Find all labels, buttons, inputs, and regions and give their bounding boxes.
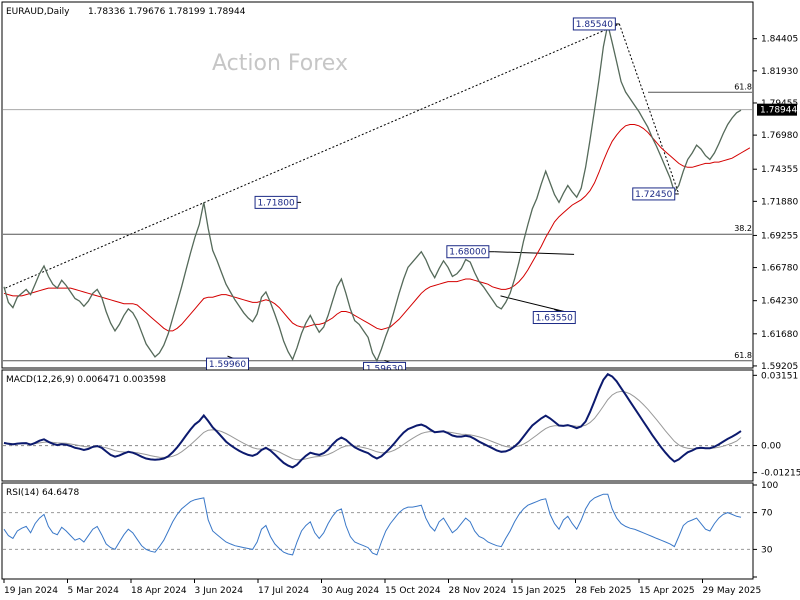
rsi-tick-label: 30	[761, 545, 773, 555]
x-tick-label: 28 Feb 2025	[576, 586, 632, 596]
dotted-trendline	[5, 23, 620, 289]
x-tick-label: 19 Jan 2024	[4, 586, 58, 596]
rsi-tick-label: 100	[761, 481, 778, 491]
x-tick-label: 18 Apr 2024	[131, 586, 187, 596]
x-tick-label: 5 Mar 2024	[68, 586, 120, 596]
x-tick-label: 30 Aug 2024	[322, 586, 380, 596]
symbol-label: EURAUD,Daily	[6, 7, 70, 17]
price-tick-label: 1.76980	[761, 131, 798, 141]
macd-tick-label: -0.01215	[761, 469, 800, 479]
annotation-label: 1.59630	[366, 364, 403, 374]
price-tick-label: 1.71880	[761, 197, 798, 207]
price-tick-label: 1.74355	[761, 165, 798, 175]
price-line	[3, 24, 742, 363]
moving-average-line	[3, 124, 751, 332]
annotation-box	[254, 195, 298, 209]
macd-panel	[1, 369, 754, 482]
macd-tick-label: 0.00	[761, 442, 781, 452]
x-axis: 19 Jan 2024 5 Mar 2024 18 Apr 2024 3 Jun 20…	[3, 579, 762, 596]
channel-line	[494, 251, 575, 255]
price-tick-label: 1.69255	[761, 231, 798, 241]
rsi-panel	[1, 482, 754, 580]
x-tick-label: 3 Jun 2024	[195, 586, 244, 596]
annotation-box	[632, 187, 676, 201]
rsi-series	[3, 493, 752, 556]
macd-tick-label: 0.03151	[761, 371, 798, 381]
annotation-label: 1.72450	[635, 190, 672, 200]
rsi-y-axis: 100 70 30	[753, 481, 778, 578]
annotation-label: 1.59960	[209, 360, 246, 370]
annotation-label: 1.63550	[536, 314, 573, 324]
price-panel	[1, 1, 754, 369]
macd-series	[3, 372, 752, 469]
rsi-title: RSI(14) 64.6478	[6, 488, 79, 498]
channel-line	[500, 295, 565, 312]
x-tick-label: 28 Nov 2024	[449, 586, 507, 596]
macd-line	[3, 372, 742, 469]
price-tick-label: 1.84405	[761, 35, 798, 45]
price-tick-label: 1.61680	[761, 330, 798, 340]
rsi-tick-label: 70	[761, 509, 773, 519]
current-price-box	[757, 103, 797, 116]
x-tick-label: 15 Jan 2025	[512, 586, 566, 596]
annotation-label: 1.71800	[257, 198, 294, 208]
ohlc-label: 1.78336 1.79676 1.78199 1.78944	[88, 7, 246, 17]
x-tick-label: 29 May 2025	[703, 586, 762, 596]
rsi-line	[3, 493, 742, 556]
x-tick-label: 15 Apr 2025	[639, 586, 695, 596]
current-price-label: 1.78944	[760, 106, 797, 116]
annotation-box	[572, 17, 616, 31]
macd-y-axis: 0.03151 0.00 -0.01215	[753, 371, 800, 479]
annotation-box	[532, 311, 576, 325]
fib-label: 38.2	[734, 224, 752, 233]
watermark: Action Forex	[212, 51, 348, 76]
annotation-box	[446, 245, 490, 259]
annotation-label: 1.68000	[449, 248, 486, 258]
price-tick-label: 1.64230	[761, 297, 798, 307]
x-tick-label: 15 Oct 2024	[385, 586, 441, 596]
x-tick-label: 17 Jul 2024	[258, 586, 309, 596]
price-tick-label: 1.59205	[761, 362, 798, 372]
fib-label: 61.8	[734, 82, 752, 91]
price-tick-label: 1.66780	[761, 264, 798, 274]
price-y-axis: 1.844051.819301.794551.769801.743551.718…	[753, 35, 798, 372]
price-tick-label: 1.81930	[761, 67, 798, 77]
annotation-label: 1.85540	[576, 20, 613, 30]
price-series	[3, 23, 751, 363]
macd-title: MACD(12,26,9) 0.006471 0.003598	[6, 375, 166, 385]
fib-label: 61.8	[734, 351, 752, 360]
